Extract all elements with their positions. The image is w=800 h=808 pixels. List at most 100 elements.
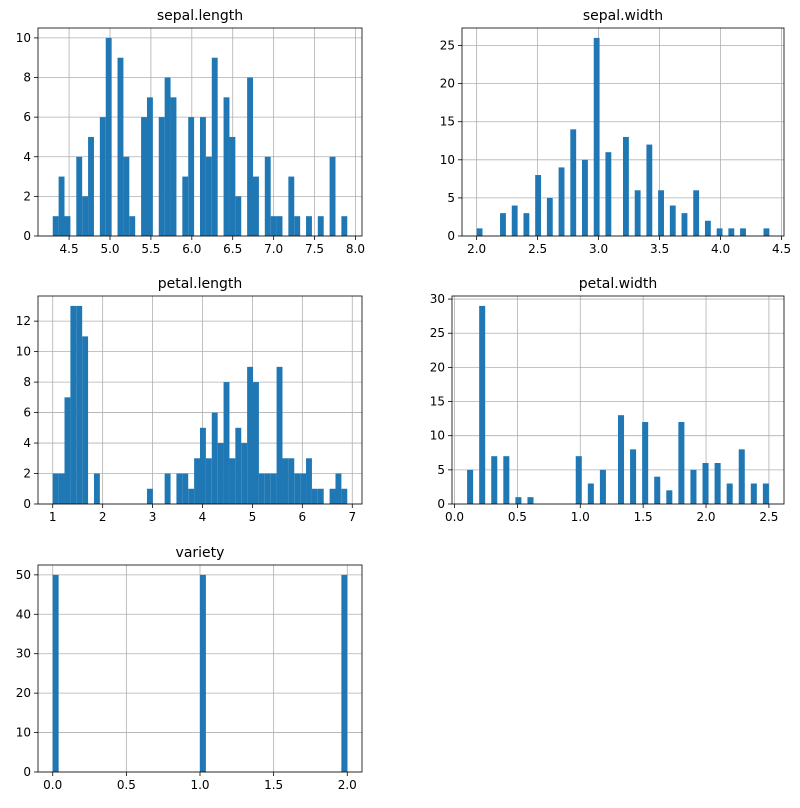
bar bbox=[623, 136, 629, 236]
bar bbox=[288, 176, 295, 236]
bar bbox=[593, 37, 600, 237]
bar bbox=[82, 196, 89, 236]
y-tick-label: 4 bbox=[23, 150, 31, 164]
x-tick-label: 1.5 bbox=[634, 510, 653, 524]
subplot: petal.width 0.0 0.5 1.0 1.5 2.0 2.5 0 5 10 15 20 25 3… bbox=[430, 276, 785, 524]
x-tick-label: 1 bbox=[49, 510, 57, 524]
bar bbox=[88, 136, 94, 236]
bar bbox=[76, 305, 83, 504]
bar bbox=[282, 458, 289, 504]
x-tick-label: 2 bbox=[99, 510, 107, 524]
x-tick-label: 6.5 bbox=[223, 242, 242, 256]
x-tick-label: 0.5 bbox=[508, 510, 527, 524]
y-tick-label: 6 bbox=[23, 406, 31, 420]
bar bbox=[341, 216, 348, 236]
bar bbox=[188, 117, 195, 236]
bar bbox=[270, 473, 277, 504]
bar bbox=[740, 228, 746, 236]
bar bbox=[558, 167, 565, 236]
y-tick-label: 15 bbox=[430, 395, 445, 409]
bar bbox=[605, 152, 612, 236]
y-tick-label: 0 bbox=[437, 497, 445, 511]
bar bbox=[658, 190, 664, 236]
bar bbox=[247, 366, 254, 504]
subplot-title: variety bbox=[176, 545, 225, 561]
bar bbox=[646, 144, 653, 236]
bar bbox=[258, 473, 265, 504]
y-tick-label: 50 bbox=[16, 568, 31, 582]
bar bbox=[93, 473, 100, 504]
y-tick-label: 15 bbox=[440, 115, 455, 129]
bar bbox=[288, 458, 295, 504]
y-tick-label: 25 bbox=[440, 39, 455, 53]
bar bbox=[515, 497, 522, 504]
bar bbox=[264, 156, 271, 236]
bar bbox=[264, 473, 271, 504]
axes-frame bbox=[37, 564, 363, 773]
bar bbox=[146, 488, 153, 504]
bar bbox=[750, 483, 757, 504]
axes-frame bbox=[461, 27, 785, 237]
bar bbox=[223, 97, 230, 236]
x-tick-label: 4.5 bbox=[772, 242, 791, 256]
bar bbox=[599, 469, 606, 504]
bar bbox=[105, 37, 112, 237]
bar bbox=[335, 473, 342, 504]
x-tick-label: 1.0 bbox=[190, 778, 209, 792]
subplot-title: petal.width bbox=[579, 276, 658, 292]
bar bbox=[642, 422, 649, 504]
y-tick-label: 4 bbox=[23, 436, 31, 450]
bar bbox=[329, 488, 336, 504]
bar bbox=[64, 216, 71, 236]
bar bbox=[654, 476, 661, 504]
bar bbox=[503, 456, 510, 504]
y-tick-label: 10 bbox=[16, 345, 31, 359]
bar bbox=[693, 190, 700, 236]
bar bbox=[762, 483, 769, 504]
y-tick-label: 20 bbox=[430, 360, 445, 374]
bar bbox=[317, 216, 324, 236]
bar bbox=[270, 216, 277, 236]
bar bbox=[618, 415, 625, 504]
bar bbox=[170, 97, 177, 236]
bar bbox=[728, 228, 735, 236]
bar bbox=[300, 473, 307, 504]
y-tick-label: 8 bbox=[23, 375, 31, 389]
bar bbox=[587, 483, 594, 504]
x-tick-label: 3.0 bbox=[589, 242, 608, 256]
x-tick-label: 0.5 bbox=[117, 778, 136, 792]
axes-frame bbox=[451, 295, 785, 505]
subplot-title: sepal.length bbox=[157, 8, 243, 24]
bar bbox=[329, 156, 336, 236]
bar bbox=[164, 473, 171, 504]
y-tick-label: 0 bbox=[23, 497, 31, 511]
bar bbox=[217, 443, 224, 504]
bar bbox=[205, 156, 212, 236]
bar bbox=[341, 574, 348, 772]
bar bbox=[678, 422, 685, 504]
bar bbox=[317, 488, 324, 504]
x-tick-label: 2.5 bbox=[528, 242, 547, 256]
x-tick-label: 1.5 bbox=[264, 778, 283, 792]
x-tick-label: 0.0 bbox=[43, 778, 62, 792]
bar bbox=[575, 456, 582, 504]
bar bbox=[164, 77, 171, 237]
bar bbox=[52, 473, 59, 504]
bar bbox=[570, 129, 577, 236]
bar bbox=[311, 488, 318, 504]
bar bbox=[306, 216, 312, 236]
bar bbox=[763, 228, 770, 236]
bar bbox=[500, 213, 506, 236]
x-tick-label: 2.0 bbox=[696, 510, 715, 524]
bar bbox=[634, 190, 641, 236]
bar bbox=[205, 458, 212, 504]
bar bbox=[253, 176, 259, 236]
x-tick-label: 2.0 bbox=[338, 778, 357, 792]
bar bbox=[182, 473, 189, 504]
x-tick-label: 3.5 bbox=[650, 242, 669, 256]
y-tick-label: 20 bbox=[16, 686, 31, 700]
bar bbox=[582, 159, 588, 236]
bar bbox=[82, 336, 89, 504]
bar bbox=[535, 175, 542, 236]
y-tick-label: 6 bbox=[23, 110, 31, 124]
